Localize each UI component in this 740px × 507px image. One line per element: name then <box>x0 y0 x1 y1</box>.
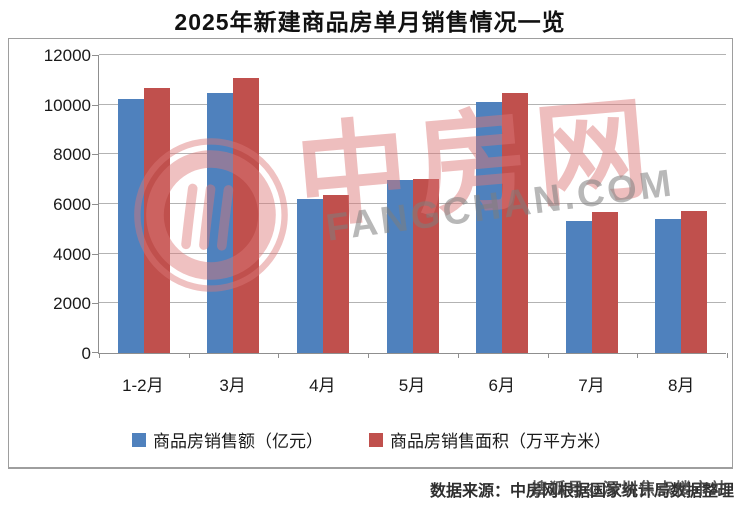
legend-item: 商品房销售额（亿元） <box>132 427 323 452</box>
x-axis-tick <box>547 353 549 358</box>
y-axis-tick <box>92 154 99 156</box>
bar[interactable] <box>143 87 170 353</box>
bar[interactable] <box>502 93 529 353</box>
bar[interactable] <box>233 78 260 353</box>
bar[interactable] <box>591 212 618 353</box>
y-tick-label: 0 <box>81 344 91 363</box>
gridline <box>99 103 726 105</box>
sohu-account-watermark: 搜狐号@深圳焦点楼市站 <box>531 481 729 498</box>
bar[interactable] <box>681 211 708 353</box>
y-axis-tick <box>92 104 99 106</box>
x-axis-tick <box>457 353 459 358</box>
y-axis-tick <box>92 303 99 305</box>
bar-group-8月 <box>636 56 726 353</box>
bar[interactable] <box>412 178 439 353</box>
legend-label: 商品房销售面积（万平方米） <box>390 432 611 451</box>
y-tick-label: 12000 <box>43 46 91 65</box>
y-axis-labels: 0 2000 4000 6000 8000 10000 12000 <box>9 39 91 467</box>
x-tick-label: 4月 <box>309 376 336 395</box>
legend-item: 商品房销售面积（万平方米） <box>369 427 611 452</box>
y-axis-tick <box>92 352 99 353</box>
chart-legend: 商品房销售额（亿元） 商品房销售面积（万平方米） <box>9 427 732 452</box>
bar[interactable] <box>207 93 234 353</box>
bar[interactable] <box>117 99 144 353</box>
x-axis-tick <box>637 353 639 358</box>
legend-swatch-icon <box>369 432 383 447</box>
x-tick-label: 8月 <box>667 376 695 395</box>
bar-group-1-2月 <box>99 56 189 353</box>
y-axis-tick <box>92 253 99 255</box>
bar-group-6月 <box>457 56 547 353</box>
x-axis-tick <box>368 353 370 358</box>
bar[interactable] <box>476 101 503 353</box>
x-axis-tick <box>278 353 280 358</box>
bar-groups <box>99 56 726 353</box>
x-axis-tick <box>188 353 190 358</box>
y-axis-tick <box>92 204 99 205</box>
y-tick-label: 4000 <box>53 244 91 264</box>
data-source-caption: 数据来源：中房网根据国家统计局数据整理 <box>429 483 734 500</box>
bar-group-3月 <box>189 56 279 353</box>
x-tick-label: 3月 <box>219 376 246 395</box>
gridline <box>99 54 726 55</box>
y-tick-label: 2000 <box>53 294 91 314</box>
x-tick-label: 7月 <box>578 376 605 395</box>
legend-label: 商品房销售额（亿元） <box>153 432 323 451</box>
x-tick-label: 6月 <box>488 376 515 395</box>
bar[interactable] <box>296 198 323 353</box>
bar[interactable] <box>565 221 592 353</box>
chart-container: 0 2000 4000 6000 8000 10000 12000 1-2月 3月 4月 5月 6月… <box>8 38 733 469</box>
bar[interactable] <box>386 179 413 353</box>
gridline <box>99 153 726 155</box>
y-tick-label: 6000 <box>53 195 91 214</box>
bar[interactable] <box>322 194 349 353</box>
y-axis-tick <box>92 55 99 56</box>
y-tick-label: 10000 <box>43 95 91 115</box>
bar-group-4月 <box>278 56 368 353</box>
legend-swatch-icon <box>132 432 146 447</box>
chart-title: 2025年新建商品房单月销售情况一览 <box>174 9 566 35</box>
x-tick-label: 5月 <box>398 376 426 395</box>
bar-group-5月 <box>368 56 458 353</box>
x-axis-labels: 1-2月 3月 4月 5月 6月 7月 8月 <box>98 371 726 396</box>
x-axis-tick <box>99 353 100 358</box>
x-tick-label: 1-2月 <box>122 376 164 395</box>
plot-area <box>92 54 728 358</box>
x-axis-tick <box>727 353 728 358</box>
y-tick-label: 8000 <box>53 145 91 165</box>
bar-group-7月 <box>547 56 637 353</box>
bar[interactable] <box>655 219 682 353</box>
